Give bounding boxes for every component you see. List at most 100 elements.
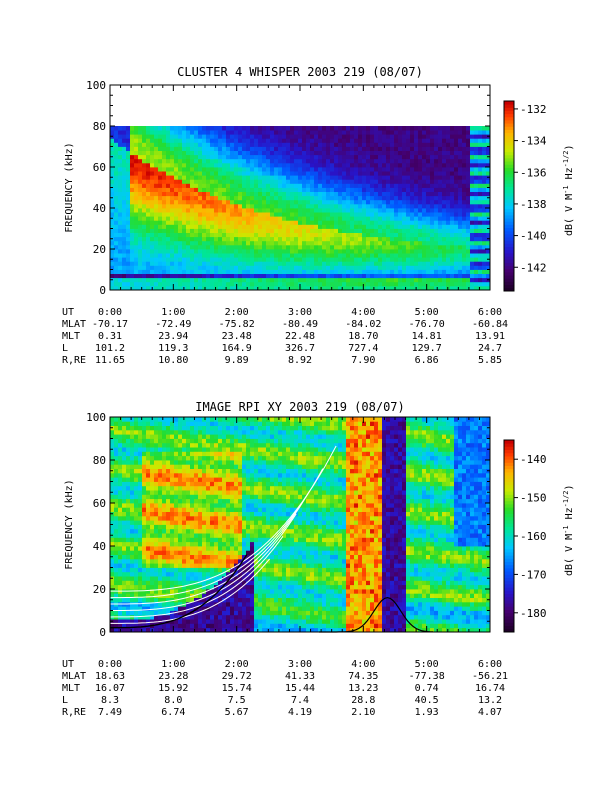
colorbar-swatch bbox=[504, 523, 514, 527]
y-tick-label: 0 bbox=[99, 626, 106, 639]
colorbar-swatch bbox=[504, 139, 514, 143]
ephemeris-row-label: MLAT bbox=[62, 319, 86, 330]
colorbar-swatch bbox=[504, 151, 514, 156]
ephemeris-value: 13.2 bbox=[478, 695, 502, 706]
ephemeris-value: -77.38 bbox=[409, 671, 445, 682]
colorbar-swatch bbox=[504, 510, 514, 514]
ephemeris-value: 8.3 bbox=[101, 695, 119, 706]
ephemeris-row-label: L bbox=[62, 695, 68, 706]
panel-1-spectrogram bbox=[110, 126, 491, 291]
ephemeris-value: 0.31 bbox=[98, 331, 122, 342]
panel-2-title: IMAGE RPI XY 2003 219 (08/07) bbox=[195, 400, 405, 414]
colorbar-swatch bbox=[504, 218, 514, 222]
ephemeris-value: 14.81 bbox=[412, 331, 442, 342]
colorbar-swatch bbox=[504, 622, 514, 626]
colorbar-swatch bbox=[504, 123, 514, 127]
colorbar-label-exponent: -1 bbox=[562, 185, 570, 193]
colorbar-swatch bbox=[504, 253, 514, 257]
ephemeris-value: 101.2 bbox=[95, 343, 125, 354]
colorbar-swatch bbox=[504, 590, 514, 594]
colorbar-swatch bbox=[504, 526, 514, 530]
overlay-curve-black bbox=[110, 554, 248, 629]
panel-1-colorbar-label: dB( V M-1 Hz-1/2) bbox=[562, 144, 575, 236]
colorbar-swatch bbox=[504, 536, 514, 540]
colorbar-swatch bbox=[504, 272, 514, 276]
panel-1-colorbar: -132 -134 -136 -138 -140 -142 dB( V M-1 Hz-1/2… bbox=[503, 100, 575, 292]
ephemeris-row-label: MLT bbox=[62, 683, 80, 694]
ephemeris-value: 6.74 bbox=[161, 707, 185, 718]
ephemeris-value: 9.89 bbox=[225, 355, 249, 366]
overlay-curve bbox=[110, 445, 337, 592]
colorbar-swatch bbox=[504, 564, 514, 569]
colorbar-swatch bbox=[504, 116, 514, 121]
ephemeris-value: 3:00 bbox=[288, 307, 312, 318]
colorbar-swatch bbox=[504, 107, 514, 111]
colorbar-swatch bbox=[504, 481, 514, 486]
y-tick-label: 80 bbox=[93, 120, 106, 133]
colorbar-swatch bbox=[504, 237, 514, 241]
colorbar-swatch bbox=[504, 596, 514, 601]
ephemeris-value: 41.33 bbox=[285, 671, 315, 682]
panel-1-y-axis: 0 20 40 60 80 100 FREQUENCY (kHz) bbox=[64, 79, 490, 297]
colorbar-swatch bbox=[504, 612, 514, 617]
panel-1-title: CLUSTER 4 WHISPER 2003 219 (08/07) bbox=[177, 65, 423, 79]
colorbar-swatch bbox=[504, 281, 514, 286]
ephemeris-value: -80.49 bbox=[282, 319, 318, 330]
colorbar-swatch bbox=[504, 462, 514, 466]
panel-2: IMAGE RPI XY 2003 219 (08/07) 0 20 40 60 80 10… bbox=[62, 400, 575, 718]
panel-2-overlay-curves bbox=[109, 445, 434, 633]
ephemeris-value: 5:00 bbox=[415, 659, 439, 670]
ephemeris-value: 5:00 bbox=[415, 307, 439, 318]
panel-2-y-label: FREQUENCY (kHz) bbox=[64, 479, 75, 569]
colorbar-swatch bbox=[504, 180, 514, 184]
ephemeris-row-label: MLAT bbox=[62, 671, 86, 682]
overlay-curve bbox=[110, 468, 324, 599]
colorbar-swatch bbox=[504, 173, 514, 178]
y-tick-label: 0 bbox=[99, 284, 106, 297]
ephemeris-value: -56.21 bbox=[472, 671, 508, 682]
colorbar-swatch bbox=[504, 552, 514, 556]
ephemeris-value: 74.35 bbox=[348, 671, 378, 682]
ephemeris-row-label: L bbox=[62, 343, 68, 354]
colorbar-swatch bbox=[504, 145, 514, 149]
ephemeris-row-label: UT bbox=[62, 307, 74, 318]
ephemeris-value: 40.5 bbox=[415, 695, 439, 706]
colorbar-swatch bbox=[504, 472, 514, 476]
ephemeris-value: 16.74 bbox=[475, 683, 505, 694]
ephemeris-value: -72.49 bbox=[155, 319, 191, 330]
colorbar-swatch bbox=[504, 256, 514, 260]
colorbar-tick-label: -180 bbox=[520, 607, 547, 620]
ephemeris-value: 18.63 bbox=[95, 671, 125, 682]
colorbar-swatch bbox=[504, 504, 514, 508]
colorbar-swatch bbox=[504, 227, 514, 232]
colorbar-swatch bbox=[504, 443, 514, 447]
y-tick-label: 40 bbox=[93, 202, 106, 215]
ephemeris-value: 4:00 bbox=[351, 307, 375, 318]
colorbar-swatch bbox=[504, 555, 514, 559]
colorbar-swatch bbox=[504, 558, 514, 562]
colorbar-tick-label: -136 bbox=[520, 166, 547, 179]
colorbar-swatch bbox=[504, 135, 514, 140]
colorbar-swatch bbox=[504, 465, 514, 470]
ephemeris-value: 23.48 bbox=[222, 331, 252, 342]
colorbar-swatch bbox=[504, 548, 514, 553]
colorbar-swatch bbox=[504, 104, 514, 108]
ephemeris-value: 10.80 bbox=[158, 355, 188, 366]
colorbar-swatch bbox=[504, 224, 514, 229]
ephemeris-value: -60.84 bbox=[472, 319, 508, 330]
ephemeris-value: 326.7 bbox=[285, 343, 315, 354]
ephemeris-value: 15.74 bbox=[222, 683, 252, 694]
colorbar-swatch bbox=[504, 494, 514, 498]
colorbar-swatch bbox=[504, 148, 514, 153]
colorbar-swatch bbox=[504, 164, 514, 168]
colorbar-swatch bbox=[504, 215, 514, 219]
panel-2-spectrogram bbox=[110, 417, 491, 633]
colorbar-swatch bbox=[504, 628, 514, 633]
panel-1-ephemeris: UT 0:00 1:00 2:00 3:00 4:00 5:00 6:00 MLAT -70.17… bbox=[62, 307, 508, 366]
ephemeris-value: 164.9 bbox=[222, 343, 252, 354]
colorbar-label-part: ) bbox=[564, 144, 575, 150]
colorbar-swatch bbox=[504, 186, 514, 191]
colorbar-swatch bbox=[504, 101, 514, 105]
colorbar-label-exponent: -1/2 bbox=[562, 490, 570, 507]
colorbar-swatch bbox=[504, 587, 514, 591]
